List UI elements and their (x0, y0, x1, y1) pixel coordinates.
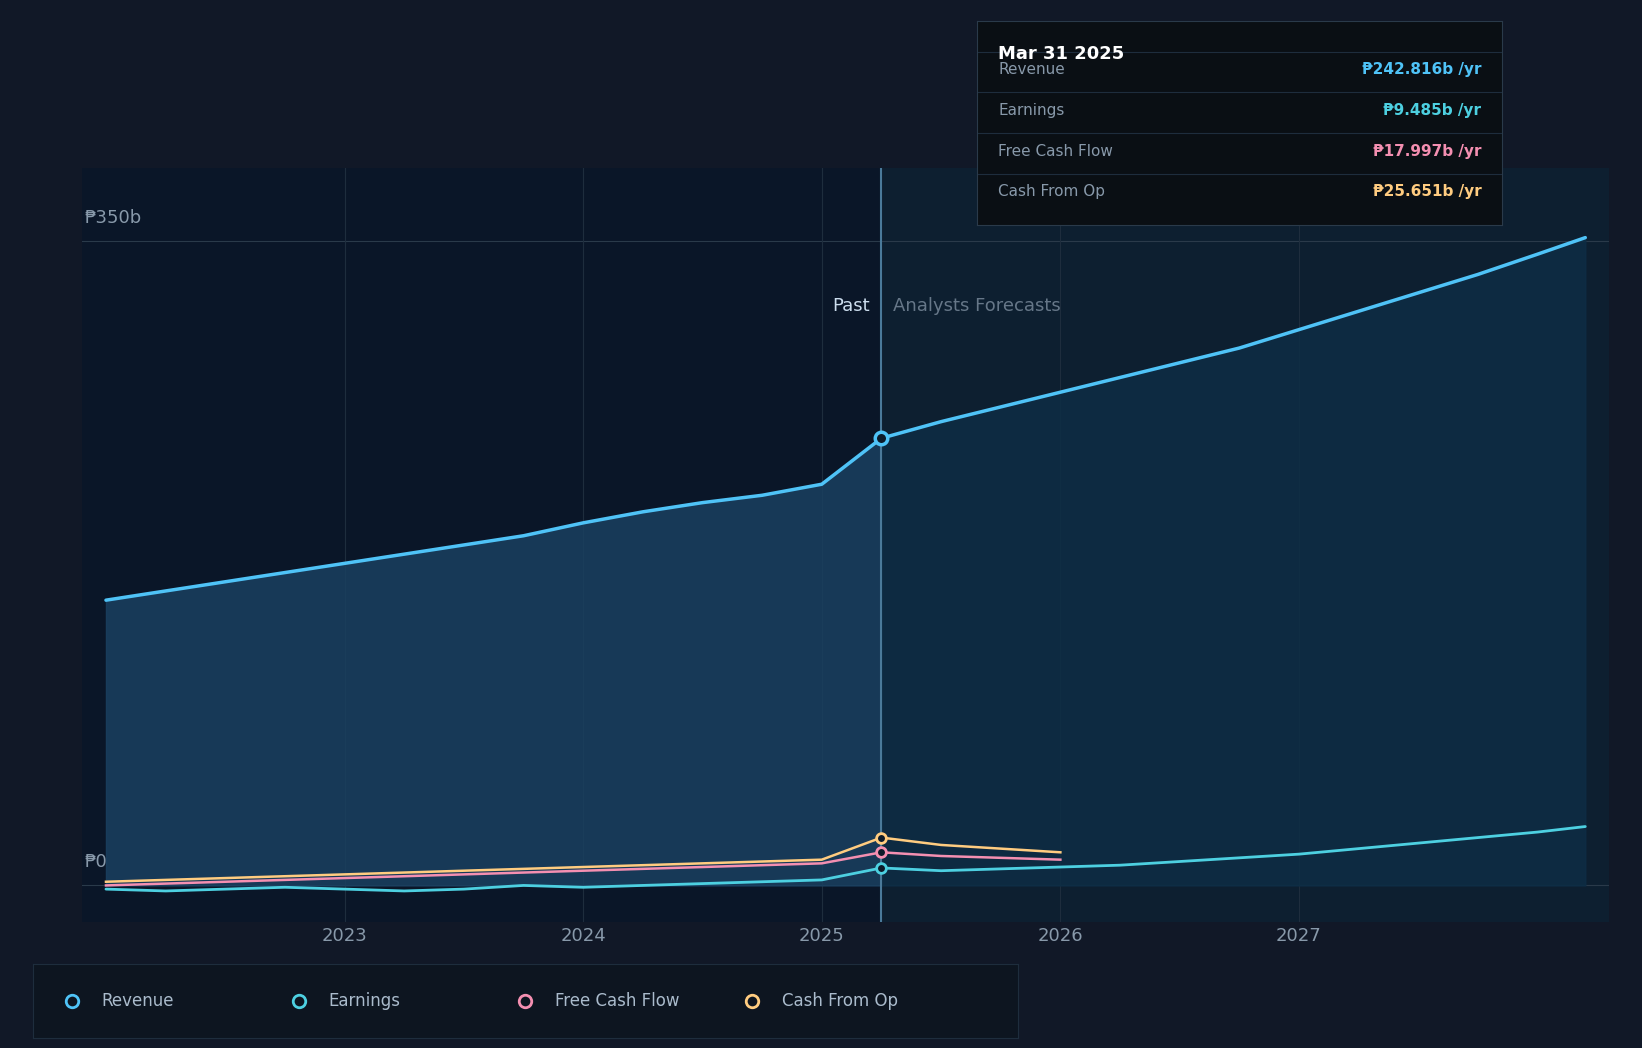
Bar (882, 168, 1609, 922)
Text: ₱0: ₱0 (84, 853, 107, 871)
Text: Revenue: Revenue (102, 991, 174, 1010)
Text: Earnings: Earnings (998, 103, 1064, 117)
Text: Earnings: Earnings (328, 991, 401, 1010)
Text: Revenue: Revenue (998, 62, 1064, 77)
Text: Cash From Op: Cash From Op (782, 991, 898, 1010)
Text: Free Cash Flow: Free Cash Flow (998, 144, 1113, 158)
Text: ₱242.816b /yr: ₱242.816b /yr (1361, 62, 1481, 77)
Text: ₱17.997b /yr: ₱17.997b /yr (1373, 144, 1481, 158)
Text: ₱25.651b /yr: ₱25.651b /yr (1373, 184, 1481, 199)
Text: Analysts Forecasts: Analysts Forecasts (893, 297, 1061, 314)
Text: Past: Past (832, 297, 870, 314)
Text: Cash From Op: Cash From Op (998, 184, 1105, 199)
Text: ₱350b: ₱350b (84, 209, 141, 226)
Bar (82, 168, 882, 922)
Text: ₱9.485b /yr: ₱9.485b /yr (1384, 103, 1481, 117)
Text: Free Cash Flow: Free Cash Flow (555, 991, 680, 1010)
Text: Mar 31 2025: Mar 31 2025 (998, 45, 1125, 64)
